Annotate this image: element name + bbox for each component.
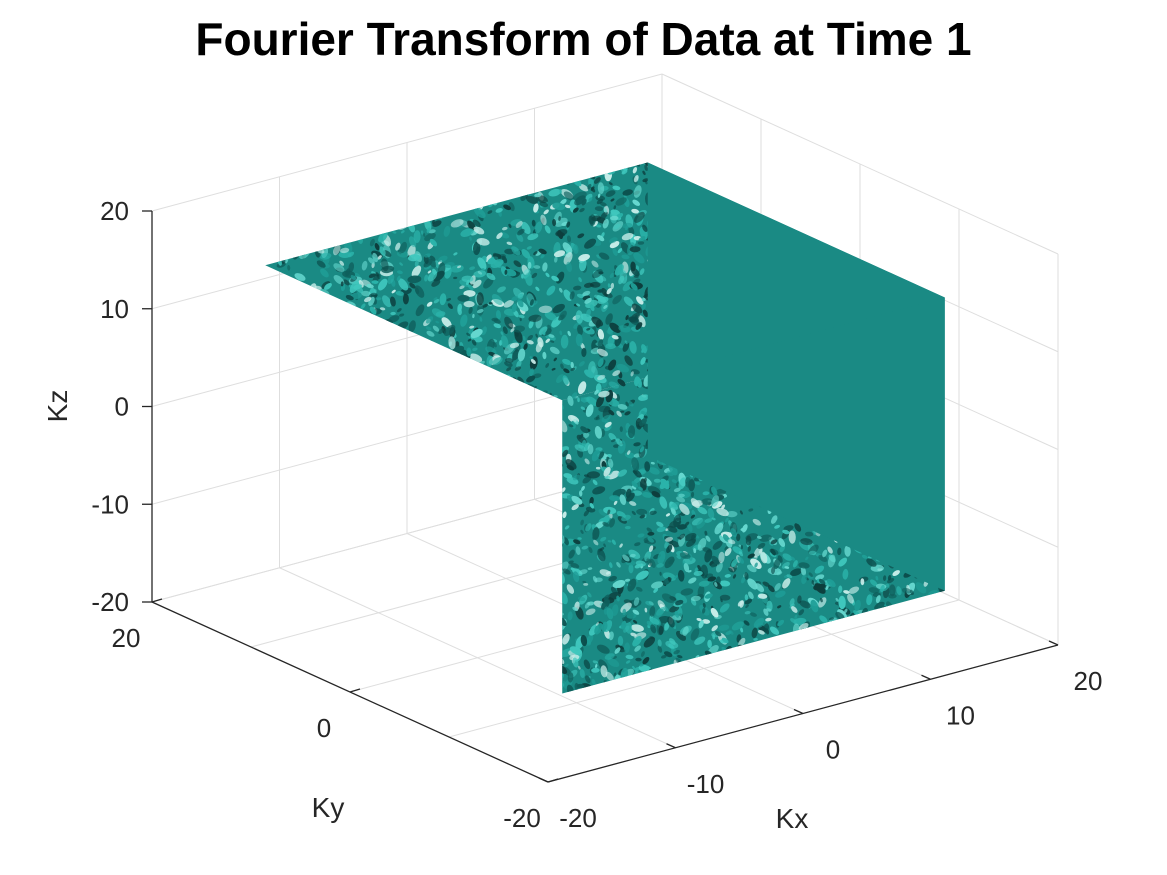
x-tick-mark	[921, 674, 931, 680]
grid-line	[448, 599, 960, 738]
x-tick-mark	[793, 708, 804, 715]
x-tick-mark	[666, 743, 676, 749]
grid-line	[661, 73, 1059, 255]
y-tick-mark	[349, 688, 361, 693]
y-tick-label: -20	[503, 803, 541, 833]
y-tick-mark	[547, 778, 559, 783]
x-tick-label: -20	[559, 803, 597, 833]
y-tick-label: 0	[317, 713, 331, 743]
y-axis-label: Ky	[312, 792, 345, 823]
z-tick-label: 0	[115, 392, 129, 422]
isosurface-cube	[265, 162, 945, 694]
z-tick-label: -20	[91, 587, 129, 617]
z-tick-label: 20	[100, 196, 129, 226]
z-axis-label: Kz	[42, 390, 73, 423]
x-tick-mark	[538, 777, 549, 783]
axes-lines	[142, 210, 1059, 783]
x-tick-label: 0	[826, 735, 840, 765]
grid-line	[151, 73, 663, 212]
x-axis-label: Kx	[776, 803, 809, 834]
chart-title: Fourier Transform of Data at Time 1	[195, 13, 972, 65]
tick-labels: -20 -10 0 10 20 -20 0 20 -20 -10 0 10 20	[91, 196, 1102, 833]
x-tick-mark	[1048, 640, 1059, 646]
z-tick-label: 10	[100, 294, 129, 324]
axis-labels: Kx Ky Kz	[42, 390, 808, 834]
z-tick-label: -10	[91, 489, 129, 519]
y-tick-mark	[151, 598, 163, 603]
x-tick-label: 20	[1074, 666, 1103, 696]
y-tick-label: 20	[112, 623, 141, 653]
x-tick-label: -10	[687, 769, 725, 799]
x-tick-label: 10	[946, 700, 975, 730]
